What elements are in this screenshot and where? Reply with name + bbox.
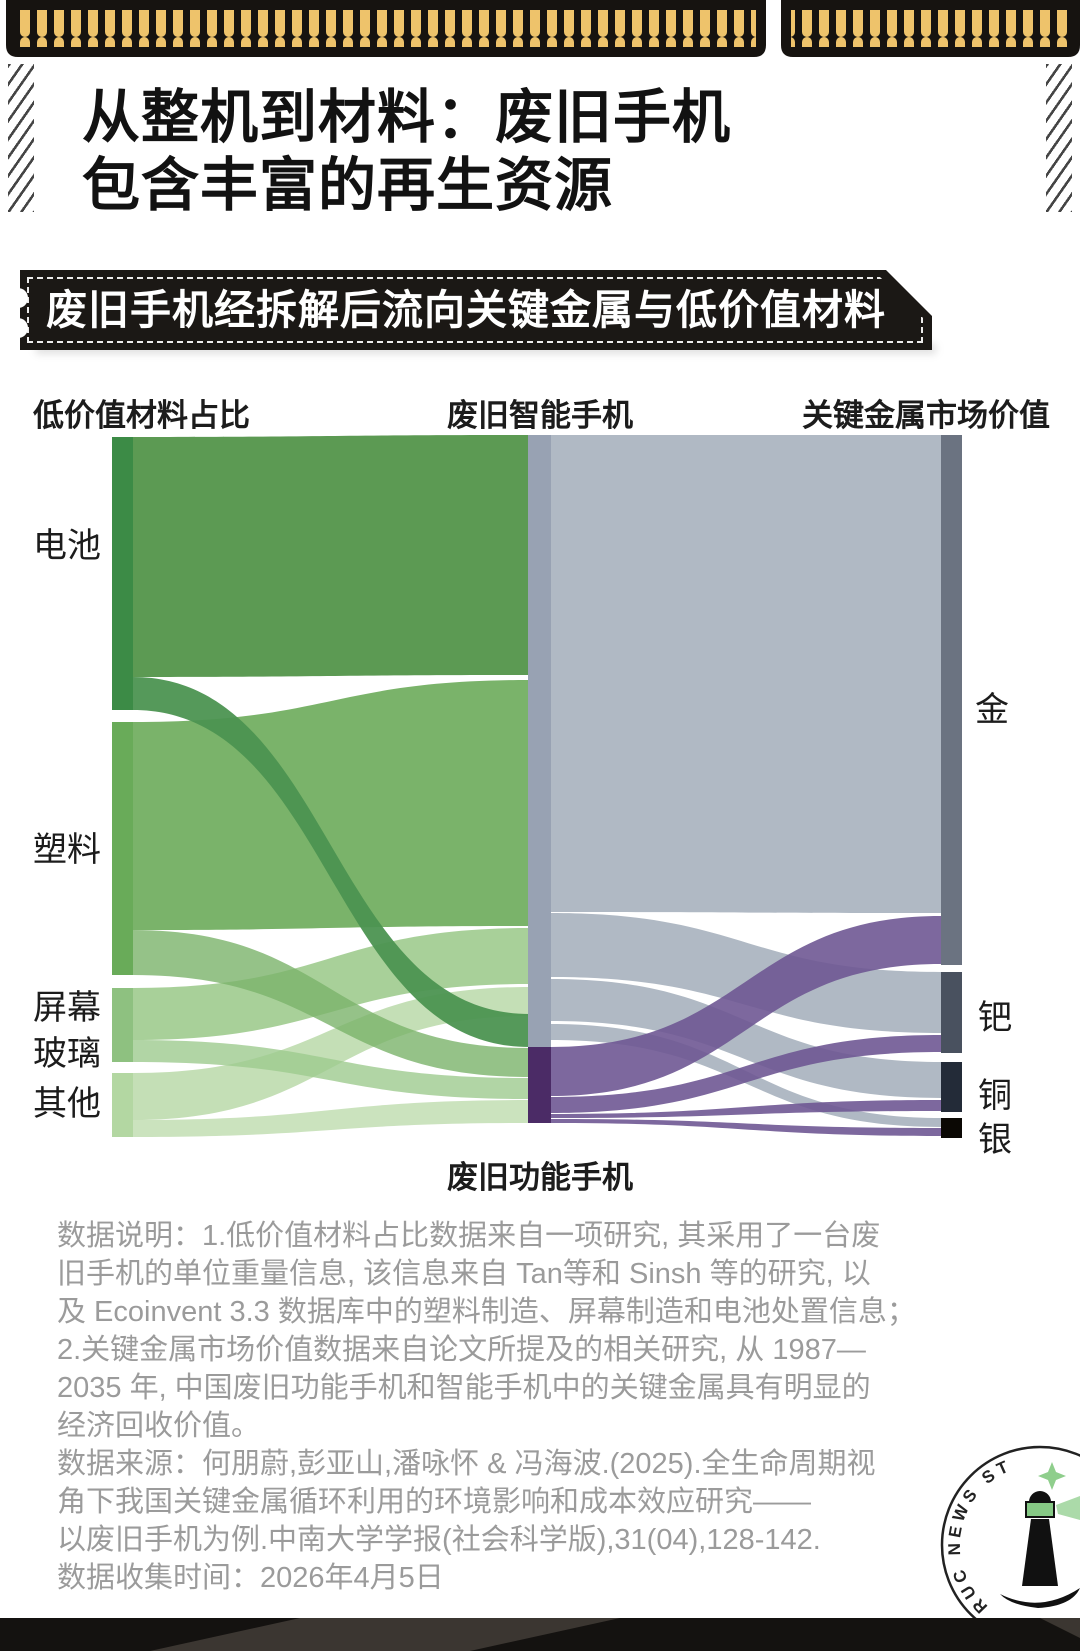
node-gold <box>941 435 962 965</box>
note-line: 经济回收价值。 <box>57 1410 261 1442</box>
node-copper <box>941 1062 962 1112</box>
logo-lighthouse-tower <box>1022 1519 1058 1586</box>
logo-lighthouse-dome <box>1029 1491 1051 1502</box>
node-other <box>112 1073 133 1137</box>
note-line: 数据说明：1.低价值材料占比数据来自一项研究, 其采用了一台废 <box>57 1220 881 1252</box>
flow-featurephone-copper <box>551 1100 941 1118</box>
logo-lighthouse-base <box>1000 1588 1080 1608</box>
node-silver <box>941 1118 962 1138</box>
node-smartphone <box>528 435 551 1047</box>
page-title-line2: 包含丰富的再生资源 <box>82 153 614 219</box>
subtitle-banner: 废旧手机经拆解后流向关键金属与低价值材料 <box>20 270 932 350</box>
label-battery: 电池 <box>33 527 101 565</box>
note-line: 及 Ecoinvent 3.3 数据库中的塑料制造、屏幕制造和电池处置信息； <box>57 1296 916 1328</box>
flow-battery-smartphone <box>133 435 529 677</box>
flow-featurephone-palladium <box>551 1035 941 1113</box>
banner-punch-hole-bottom <box>8 318 28 338</box>
column-header-metal-value: 关键金属市场价值 <box>802 398 1050 433</box>
flow-smartphone-palladium <box>551 913 941 1033</box>
note-line: 数据来源：何朋蔚,彭亚山,潘咏怀 & 冯海波.(2025).全生命周期视 <box>57 1448 876 1480</box>
flow-smartphone-gold <box>551 435 941 913</box>
label-plastic: 塑料 <box>33 831 101 869</box>
strip-left-pills <box>16 10 756 47</box>
logo-sparkle-icon <box>1038 1462 1066 1490</box>
flow-smartphone-copper <box>551 979 941 1098</box>
node-palladium <box>941 972 962 1053</box>
flow-other-featurephone <box>133 1100 529 1137</box>
page-title: 从整机到材料：废旧手机 包含丰富的再生资源 <box>82 84 1022 221</box>
note-line: 旧手机的单位重量信息, 该信息来自 Tan等和 Sinsh 等的研究, 以 <box>57 1258 871 1290</box>
data-notes: 数据说明：1.低价值材料占比数据来自一项研究, 其采用了一台废 旧手机的单位重量… <box>57 1217 1023 1597</box>
banner-punch-hole-top <box>8 288 28 308</box>
column-header-smartphone: 废旧智能手机 <box>447 398 633 433</box>
flow-glass-smartphone <box>133 928 529 1040</box>
note-line: 2.关键金属市场价值数据来自论文所提及的相关研究, 从 1987— <box>57 1334 866 1366</box>
label-palladium: 钯 <box>978 999 1012 1037</box>
label-screen-glass-line2: 玻璃 <box>33 1035 101 1073</box>
flow-plastic-featurephone <box>133 930 529 1077</box>
flow-featurephone-silver <box>551 1119 941 1136</box>
flow-featurephone-gold <box>551 916 941 1096</box>
band-wedge-right <box>1040 1618 1080 1638</box>
bottom-band <box>0 1618 1080 1651</box>
note-line: 角下我国关键金属循环利用的环境影响和成本效应研究—— <box>57 1486 812 1518</box>
left-hatch-decoration <box>8 64 34 212</box>
note-line: 以废旧手机为例.中南大学学报(社会科学版),31(04),128-142. <box>57 1524 821 1556</box>
logo-light-beam <box>1056 1496 1080 1520</box>
label-copper: 铜 <box>978 1077 1012 1115</box>
label-other: 其他 <box>33 1085 101 1123</box>
node-screen-glass <box>112 988 133 1062</box>
band-wedge-left <box>150 1618 620 1651</box>
node-battery <box>112 437 133 710</box>
flow-battery-featurephone <box>133 677 529 1047</box>
logo-lighthouse-lamp <box>1025 1501 1055 1518</box>
label-feature-phone: 废旧功能手机 <box>447 1160 633 1195</box>
flow-glass-featurephone <box>133 1040 529 1099</box>
right-hatch-decoration <box>1046 64 1072 212</box>
top-decorative-strip <box>0 0 1080 62</box>
node-feature-phone <box>528 1047 551 1123</box>
label-screen-glass-line1: 屏幕 <box>33 989 101 1027</box>
page-title-line1: 从整机到材料：废旧手机 <box>82 85 732 150</box>
node-plastic <box>112 722 133 975</box>
banner-text: 废旧手机经拆解后流向关键金属与低价值材料 <box>46 287 886 333</box>
flow-other-smartphone <box>133 987 529 1120</box>
column-header-materials: 低价值材料占比 <box>33 398 250 433</box>
note-line: 数据收集时间：2026年4月5日 <box>57 1562 444 1594</box>
strip-right-pills <box>791 10 1072 47</box>
label-gold: 金 <box>975 691 1009 729</box>
note-line: 2035 年, 中国废旧功能手机和智能手机中的关键金属具有明显的 <box>57 1372 871 1404</box>
label-silver: 银 <box>978 1121 1012 1159</box>
